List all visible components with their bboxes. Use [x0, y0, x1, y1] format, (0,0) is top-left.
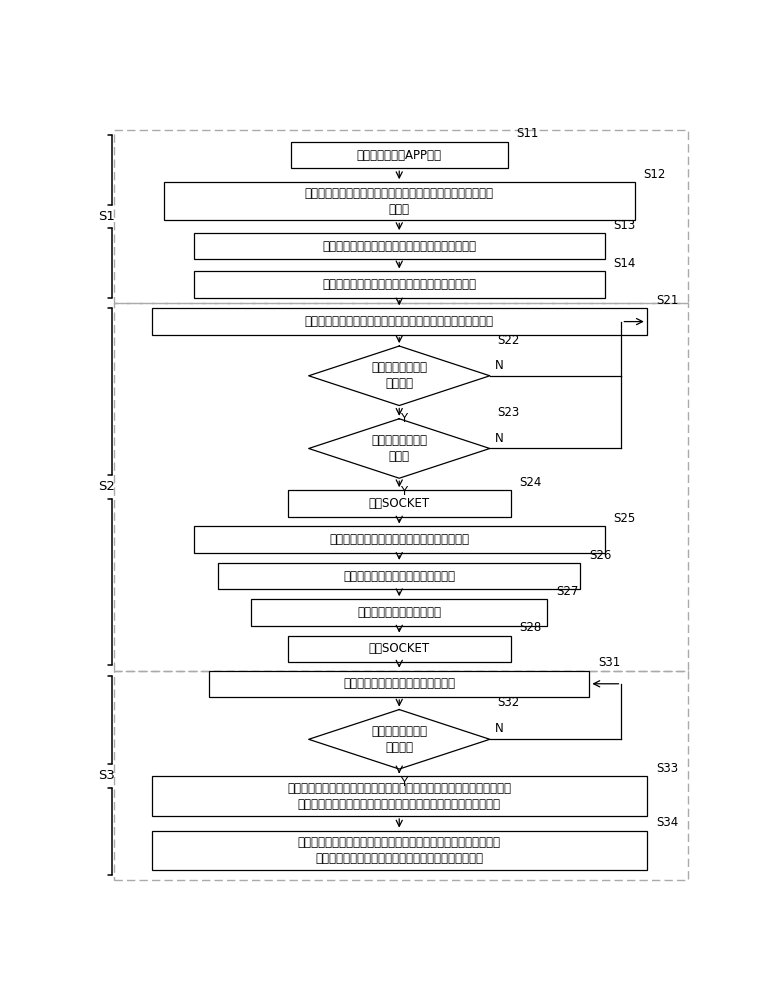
Text: S13: S13 [614, 219, 636, 232]
Text: S27: S27 [556, 585, 579, 598]
Text: S32: S32 [497, 696, 520, 709]
Text: S1: S1 [99, 210, 115, 223]
Text: Y: Y [400, 412, 407, 425]
Text: 根据协议解析获取的云服务器的数据: 根据协议解析获取的云服务器的数据 [344, 677, 455, 690]
Text: 每次测量完成后，根据历史的数据，给出一个风险预警，并提示后
续注意事项；获取最新的健康建议，并提示给对应用户: 每次测量完成后，根据历史的数据，给出一个风险预警，并提示后 续注意事项；获取最新… [298, 836, 501, 865]
Text: 对家用医疗电子设备与云服务器之间的链接物联网进行初始化: 对家用医疗电子设备与云服务器之间的链接物联网进行初始化 [305, 315, 494, 328]
Text: N: N [495, 359, 503, 372]
Text: S31: S31 [598, 656, 621, 669]
Text: S12: S12 [643, 168, 666, 181]
FancyBboxPatch shape [209, 671, 590, 697]
FancyBboxPatch shape [152, 776, 647, 816]
Text: Y: Y [400, 776, 407, 789]
Text: S22: S22 [497, 334, 520, 347]
Text: 判断解析后的数据
是否合法: 判断解析后的数据 是否合法 [372, 725, 427, 754]
Text: S14: S14 [614, 257, 636, 270]
FancyBboxPatch shape [194, 233, 605, 259]
FancyBboxPatch shape [194, 271, 605, 298]
Text: 对家用医疗电子设备的测量语音提醒、用药语音提醒信息的进
行设置: 对家用医疗电子设备的测量语音提醒、用药语音提醒信息的进 行设置 [305, 187, 494, 216]
Text: S2: S2 [99, 480, 115, 493]
Text: N: N [495, 722, 503, 735]
Text: S34: S34 [656, 816, 678, 829]
Polygon shape [308, 419, 490, 478]
Text: 设置完成后，将信息数据上传至云服务器进行存储: 设置完成后，将信息数据上传至云服务器进行存储 [323, 240, 476, 253]
Text: S33: S33 [656, 762, 678, 775]
FancyBboxPatch shape [218, 563, 580, 589]
Text: 上传数据完成后，关闭云服务器与智能终端的链接: 上传数据完成后，关闭云服务器与智能终端的链接 [323, 278, 476, 291]
FancyBboxPatch shape [152, 831, 647, 870]
Text: Y: Y [400, 485, 407, 498]
Text: S26: S26 [590, 549, 612, 562]
Polygon shape [308, 346, 490, 406]
Text: S11: S11 [516, 127, 538, 140]
Text: 链接完成后，获取云服务器上的数据: 链接完成后，获取云服务器上的数据 [344, 570, 455, 583]
Text: 数据获取完成后，关闭链接: 数据获取完成后，关闭链接 [358, 606, 441, 619]
FancyBboxPatch shape [194, 526, 605, 553]
FancyBboxPatch shape [152, 308, 647, 335]
Text: 判断物联网信号是
否正常: 判断物联网信号是 否正常 [372, 434, 427, 463]
FancyBboxPatch shape [287, 636, 511, 662]
Text: S3: S3 [99, 769, 115, 782]
Text: S28: S28 [519, 621, 541, 634]
Text: 更新测量语音提醒、用药语音提醒及风险预警的开关、时间及相关信息到
家用电子医疗设备的缓存区，并将更新后的信息保存在云服务器内: 更新测量语音提醒、用药语音提醒及风险预警的开关、时间及相关信息到 家用电子医疗设… [287, 782, 511, 811]
FancyBboxPatch shape [291, 142, 508, 168]
Text: 判断物联网卡状态
是否正常: 判断物联网卡状态 是否正常 [372, 361, 427, 390]
Text: S25: S25 [614, 512, 636, 525]
Text: S21: S21 [656, 294, 679, 307]
Text: N: N [495, 432, 503, 445]
Polygon shape [308, 710, 490, 769]
Text: S23: S23 [497, 406, 520, 419]
Text: 进入智能终端的APP设置: 进入智能终端的APP设置 [357, 149, 442, 162]
Text: 关闭SOCKET: 关闭SOCKET [368, 642, 430, 655]
FancyBboxPatch shape [164, 182, 635, 220]
FancyBboxPatch shape [252, 599, 547, 626]
Text: 将云服务器与家用医疗电子设备之间进行链接: 将云服务器与家用医疗电子设备之间进行链接 [330, 533, 469, 546]
Text: S24: S24 [519, 476, 541, 489]
FancyBboxPatch shape [287, 490, 511, 517]
Text: 创建SOCKET: 创建SOCKET [368, 497, 430, 510]
